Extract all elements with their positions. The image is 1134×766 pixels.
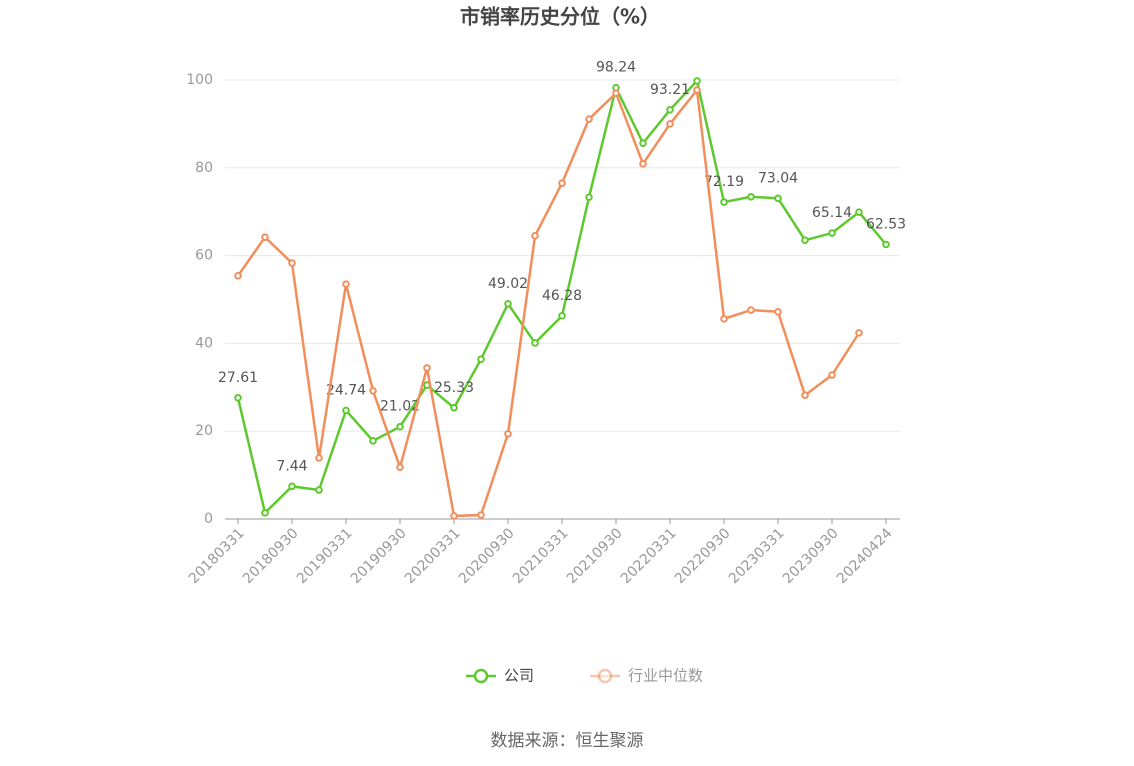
- chart-title: 市销率历史分位（%）: [460, 5, 660, 29]
- x-tick-label: 20220331: [618, 525, 680, 587]
- point: [369, 437, 377, 445]
- x-tick-label: 20200930: [456, 525, 518, 587]
- point: [801, 391, 809, 400]
- value-label: 62.53: [866, 216, 906, 232]
- point: [666, 120, 674, 128]
- x-tick-label: 20220930: [672, 525, 734, 587]
- point: [855, 208, 863, 216]
- point: [531, 232, 539, 240]
- point: [720, 315, 728, 323]
- legend-marker: [597, 668, 613, 684]
- point: [666, 106, 674, 114]
- x-tick-label: 20180930: [240, 525, 302, 587]
- x-tick-label: 20230930: [780, 525, 842, 587]
- value-label: 72.19: [704, 174, 744, 190]
- value-label: 25.33: [434, 380, 474, 396]
- point: [882, 240, 890, 249]
- point: [450, 404, 458, 412]
- y-tick-label: 20: [195, 423, 213, 439]
- y-tick-label: 80: [195, 160, 213, 176]
- point: [639, 160, 647, 168]
- x-tick-label: 20190930: [348, 525, 410, 587]
- point: [477, 511, 485, 519]
- point: [234, 393, 242, 402]
- value-label: 65.14: [812, 205, 852, 221]
- point: [612, 89, 620, 97]
- point: [504, 430, 512, 438]
- point: [288, 259, 296, 267]
- point: [774, 194, 782, 203]
- point: [396, 422, 404, 431]
- point: [234, 271, 242, 280]
- source: 数据来源：恒生聚源: [491, 731, 644, 751]
- point: [639, 139, 647, 148]
- point: [747, 192, 755, 201]
- point: [369, 387, 377, 395]
- point: [855, 329, 863, 337]
- point: [396, 463, 404, 471]
- point: [261, 233, 269, 241]
- point: [693, 77, 701, 85]
- point: [504, 300, 512, 308]
- legend-marker: [473, 668, 489, 684]
- point: [531, 339, 539, 347]
- value-label: 27.61: [218, 370, 258, 386]
- point: [315, 454, 323, 462]
- x-tick-label: 20210930: [564, 525, 626, 587]
- point: [774, 307, 782, 316]
- point: [828, 229, 836, 237]
- point: [801, 236, 809, 245]
- value-label: 98.24: [596, 60, 636, 76]
- point: [720, 198, 728, 206]
- point: [585, 193, 593, 202]
- point: [342, 406, 350, 415]
- value-label: 21.02: [380, 399, 420, 415]
- point: [558, 179, 566, 187]
- y-tick-label: 60: [195, 248, 213, 264]
- point: [288, 482, 296, 491]
- x-tick-label: 20230331: [726, 525, 788, 587]
- point: [828, 371, 836, 379]
- legend-label: 行业中位数: [628, 667, 703, 685]
- point: [450, 512, 458, 520]
- point: [693, 86, 701, 94]
- x-tick-label: 20200331: [402, 525, 464, 587]
- y-tick-label: 100: [186, 72, 213, 88]
- value-label: 49.02: [488, 276, 528, 292]
- y-tick-label: 40: [195, 335, 213, 351]
- value-label: 46.28: [542, 288, 582, 304]
- series-line: [236, 86, 861, 518]
- point: [423, 364, 431, 372]
- value-label: 7.44: [276, 458, 307, 474]
- x-tick-label: 20190331: [294, 525, 356, 587]
- x-tick-label: 20240424: [834, 525, 896, 587]
- point: [261, 509, 269, 517]
- y-tick-label: 0: [204, 511, 213, 527]
- point: [558, 312, 566, 320]
- point: [342, 280, 350, 288]
- point: [315, 486, 323, 494]
- x-tick-label: 20210331: [510, 525, 572, 587]
- value-label: 24.74: [326, 382, 366, 398]
- point: [747, 306, 755, 314]
- legend-label: 公司: [504, 667, 534, 685]
- x-tick-label: 20180331: [186, 525, 248, 587]
- value-label: 93.21: [650, 82, 690, 98]
- point: [585, 115, 593, 123]
- point: [477, 355, 485, 364]
- value-label: 73.04: [758, 170, 798, 186]
